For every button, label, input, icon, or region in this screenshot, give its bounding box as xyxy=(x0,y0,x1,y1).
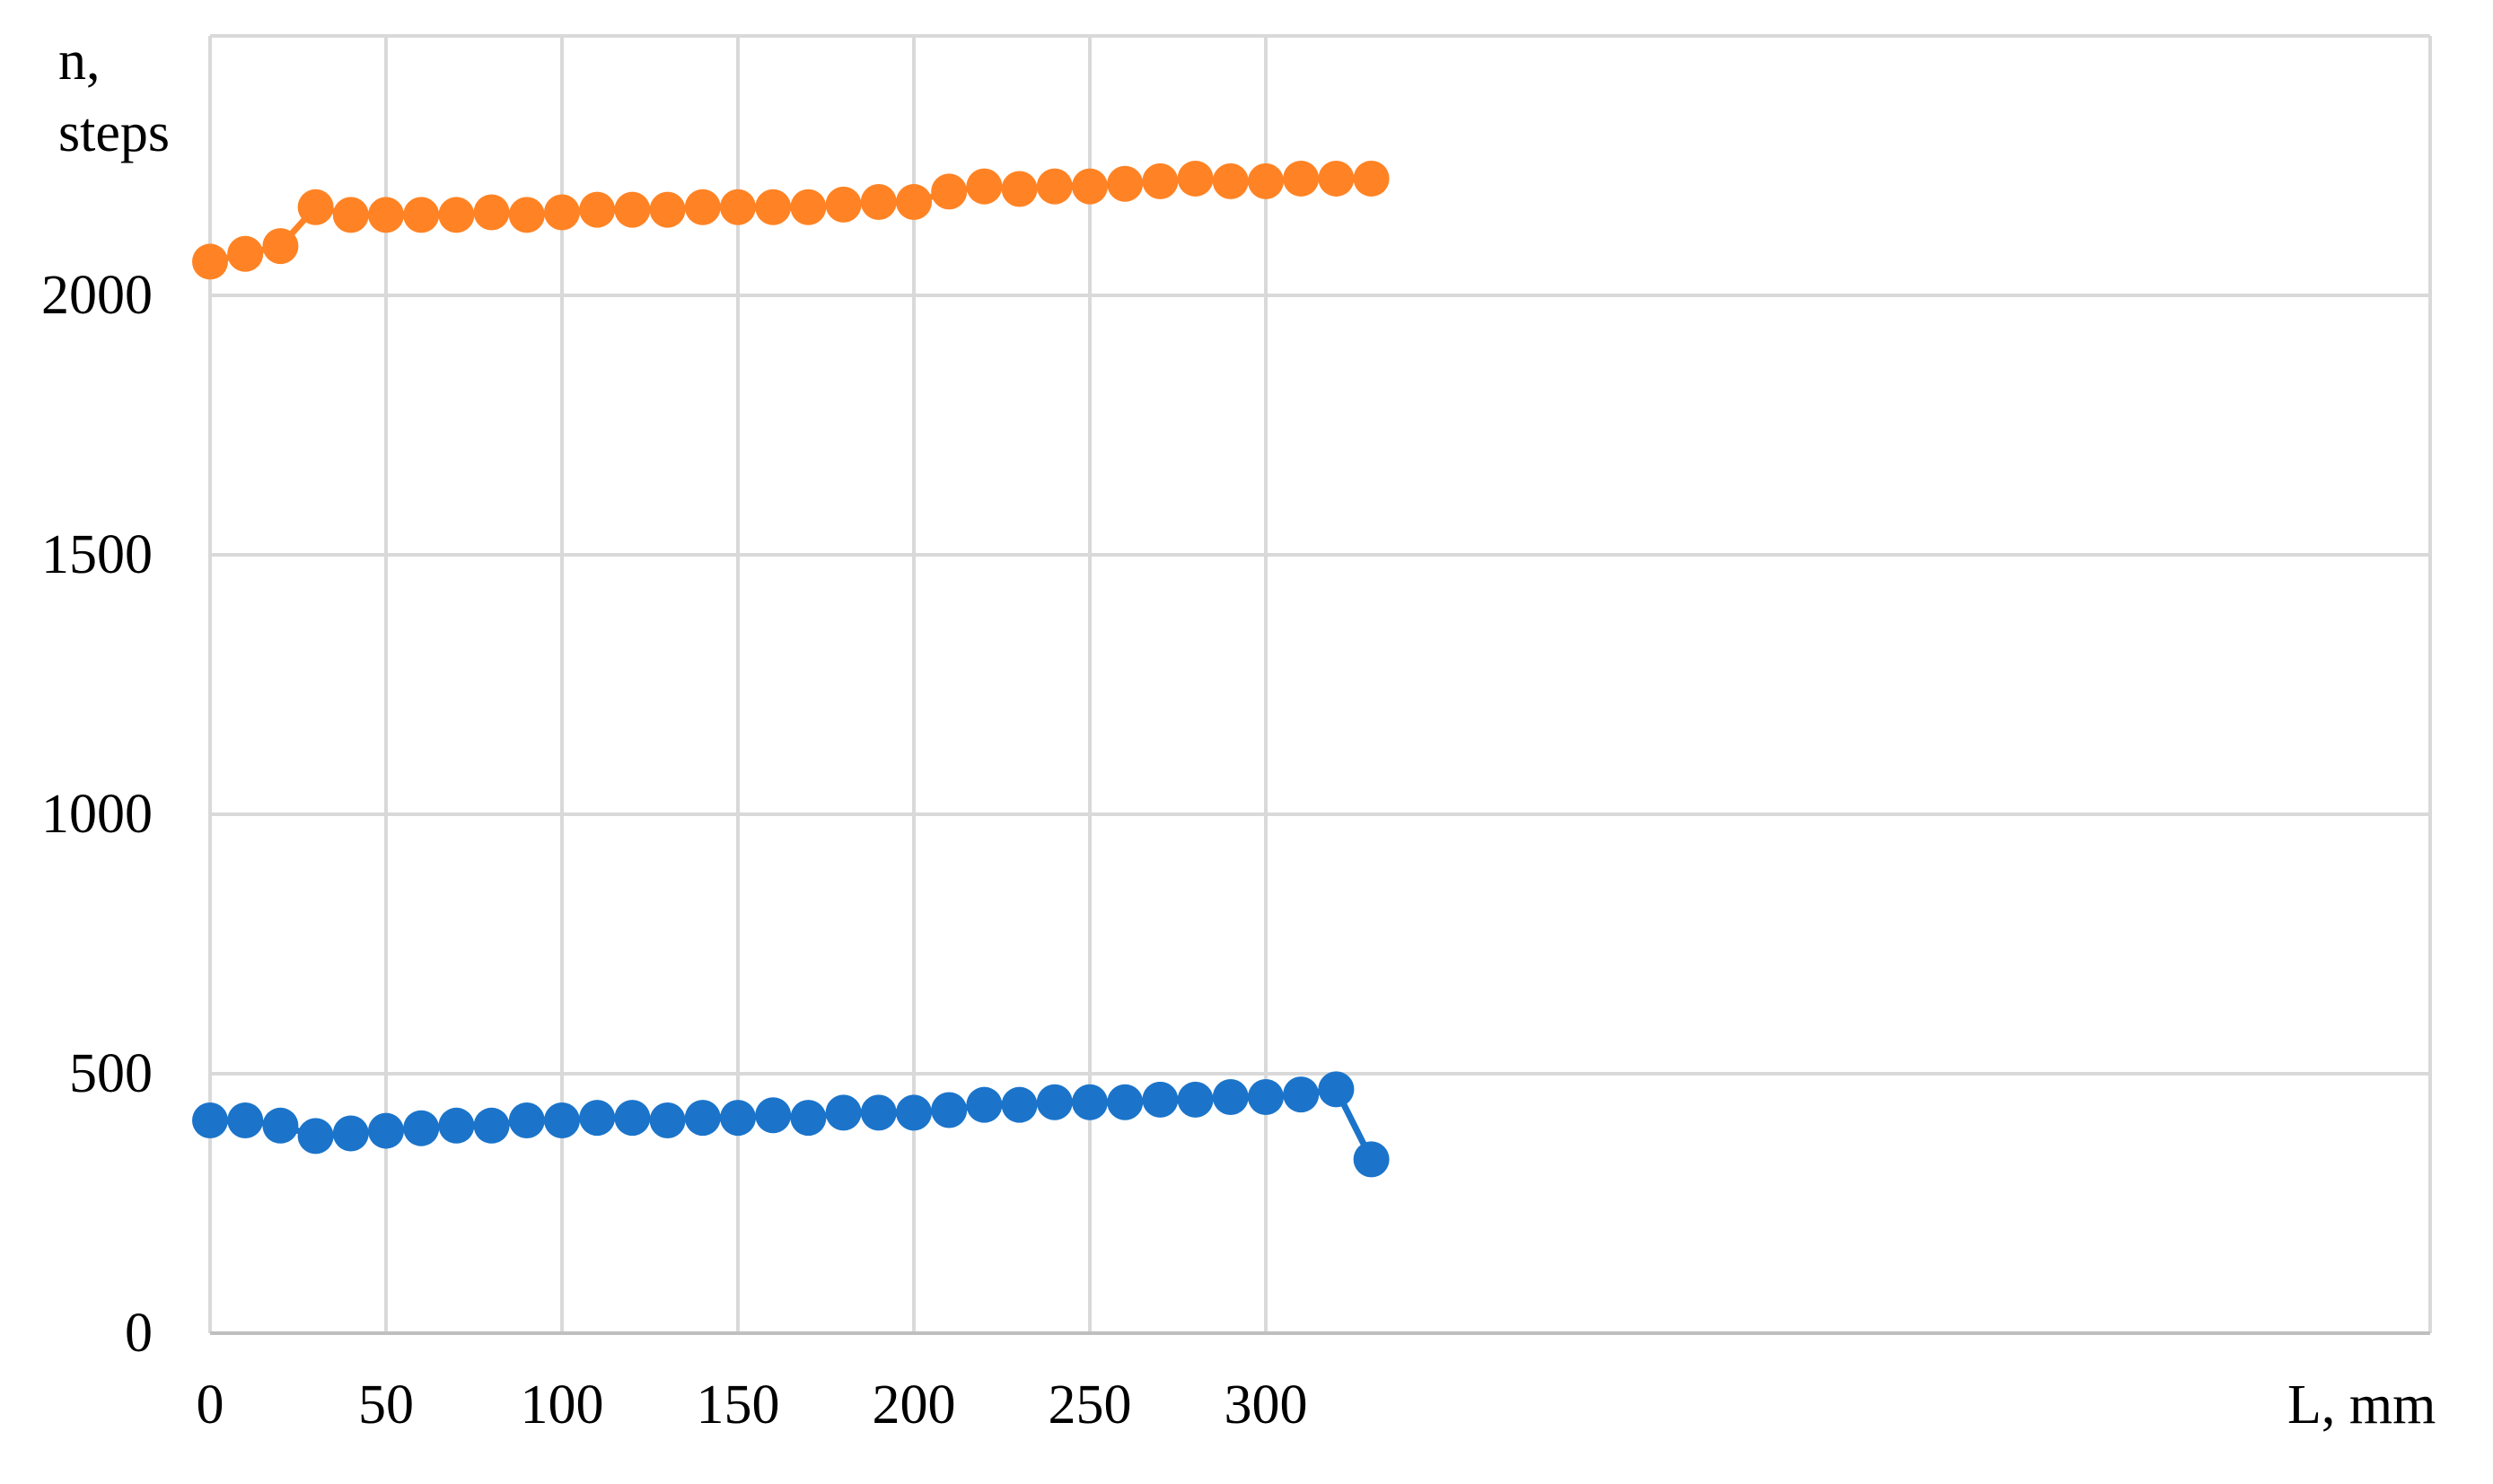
data-point xyxy=(1212,162,1249,199)
data-point xyxy=(966,168,1003,205)
data-point xyxy=(720,189,756,225)
x-axis-title: L, mm xyxy=(2287,1374,2436,1436)
tick-labels: 0 500 1000 1500 2000 0 50 100 150 200 250 300 xyxy=(41,265,1308,1436)
data-point xyxy=(438,1107,475,1144)
data-point xyxy=(192,243,228,280)
data-point xyxy=(1001,1086,1038,1123)
data-point xyxy=(403,197,440,233)
data-point xyxy=(1353,1141,1390,1178)
data-point xyxy=(931,173,968,210)
data-point xyxy=(860,183,897,220)
data-point xyxy=(297,189,334,225)
data-point xyxy=(860,1094,897,1131)
data-point xyxy=(368,197,404,233)
y-tick-label: 2000 xyxy=(41,265,153,326)
data-point xyxy=(1283,1076,1320,1113)
data-point xyxy=(684,189,721,225)
data-point xyxy=(227,235,264,272)
data-point xyxy=(1248,162,1284,199)
data-point xyxy=(1001,171,1038,207)
data-point xyxy=(1107,1084,1144,1120)
data-point xyxy=(332,1115,369,1152)
series-layer xyxy=(192,160,1390,1178)
data-point xyxy=(262,1107,299,1144)
series-1 xyxy=(192,1071,1390,1178)
data-point xyxy=(790,189,827,225)
data-point xyxy=(1283,160,1320,197)
y-tick-label: 1000 xyxy=(41,784,153,845)
data-point xyxy=(720,1100,756,1137)
data-point xyxy=(1072,1084,1108,1120)
y-tick-label: 0 xyxy=(125,1303,153,1364)
x-tick-label: 250 xyxy=(1049,1374,1132,1436)
data-point xyxy=(896,183,932,220)
data-point xyxy=(1072,168,1108,205)
data-point xyxy=(332,197,369,233)
x-tick-label: 50 xyxy=(358,1374,414,1436)
data-point xyxy=(1142,1081,1179,1118)
data-point xyxy=(614,1100,651,1137)
data-point xyxy=(931,1092,968,1128)
data-point xyxy=(755,189,792,225)
axes xyxy=(208,36,2430,1335)
x-tick-label: 150 xyxy=(697,1374,780,1436)
data-point xyxy=(1212,1079,1249,1116)
data-point xyxy=(262,228,299,265)
data-point xyxy=(1353,160,1390,197)
data-point xyxy=(1177,1081,1214,1118)
grid-lines xyxy=(210,34,2432,1333)
data-point xyxy=(649,1102,686,1139)
data-point xyxy=(508,1102,545,1139)
data-point xyxy=(684,1100,721,1137)
data-point xyxy=(473,194,510,231)
data-point xyxy=(825,1094,862,1131)
data-point xyxy=(1177,160,1214,197)
data-point xyxy=(544,1102,580,1139)
data-point xyxy=(297,1118,334,1155)
x-tick-label: 0 xyxy=(197,1374,224,1436)
data-point xyxy=(1036,168,1073,205)
data-point xyxy=(403,1110,440,1146)
data-point xyxy=(614,191,651,228)
data-point xyxy=(790,1100,827,1137)
data-point xyxy=(438,197,475,233)
y-axis-title-line2: steps xyxy=(58,102,170,163)
y-tick-label: 500 xyxy=(69,1043,153,1104)
data-point xyxy=(579,1100,616,1137)
series-0 xyxy=(192,160,1390,280)
x-tick-label: 300 xyxy=(1225,1374,1308,1436)
data-point xyxy=(544,194,580,231)
data-point xyxy=(1318,1071,1355,1108)
x-tick-label: 200 xyxy=(873,1374,956,1436)
data-point xyxy=(192,1102,228,1139)
data-point xyxy=(896,1094,932,1131)
data-point xyxy=(368,1112,404,1149)
x-tick-label: 100 xyxy=(521,1374,604,1436)
y-axis-title-line1: n, xyxy=(58,31,101,92)
data-point xyxy=(508,197,545,233)
data-point xyxy=(227,1102,264,1139)
data-point xyxy=(1248,1079,1284,1116)
data-point xyxy=(473,1107,510,1144)
data-point xyxy=(1318,160,1355,197)
data-point xyxy=(966,1086,1003,1123)
data-point xyxy=(1107,165,1144,202)
data-point xyxy=(1036,1084,1073,1120)
data-point xyxy=(579,191,616,228)
data-point xyxy=(755,1097,792,1134)
data-point xyxy=(825,186,862,223)
data-point xyxy=(649,191,686,228)
y-tick-label: 1500 xyxy=(41,524,153,585)
data-point xyxy=(1142,162,1179,199)
